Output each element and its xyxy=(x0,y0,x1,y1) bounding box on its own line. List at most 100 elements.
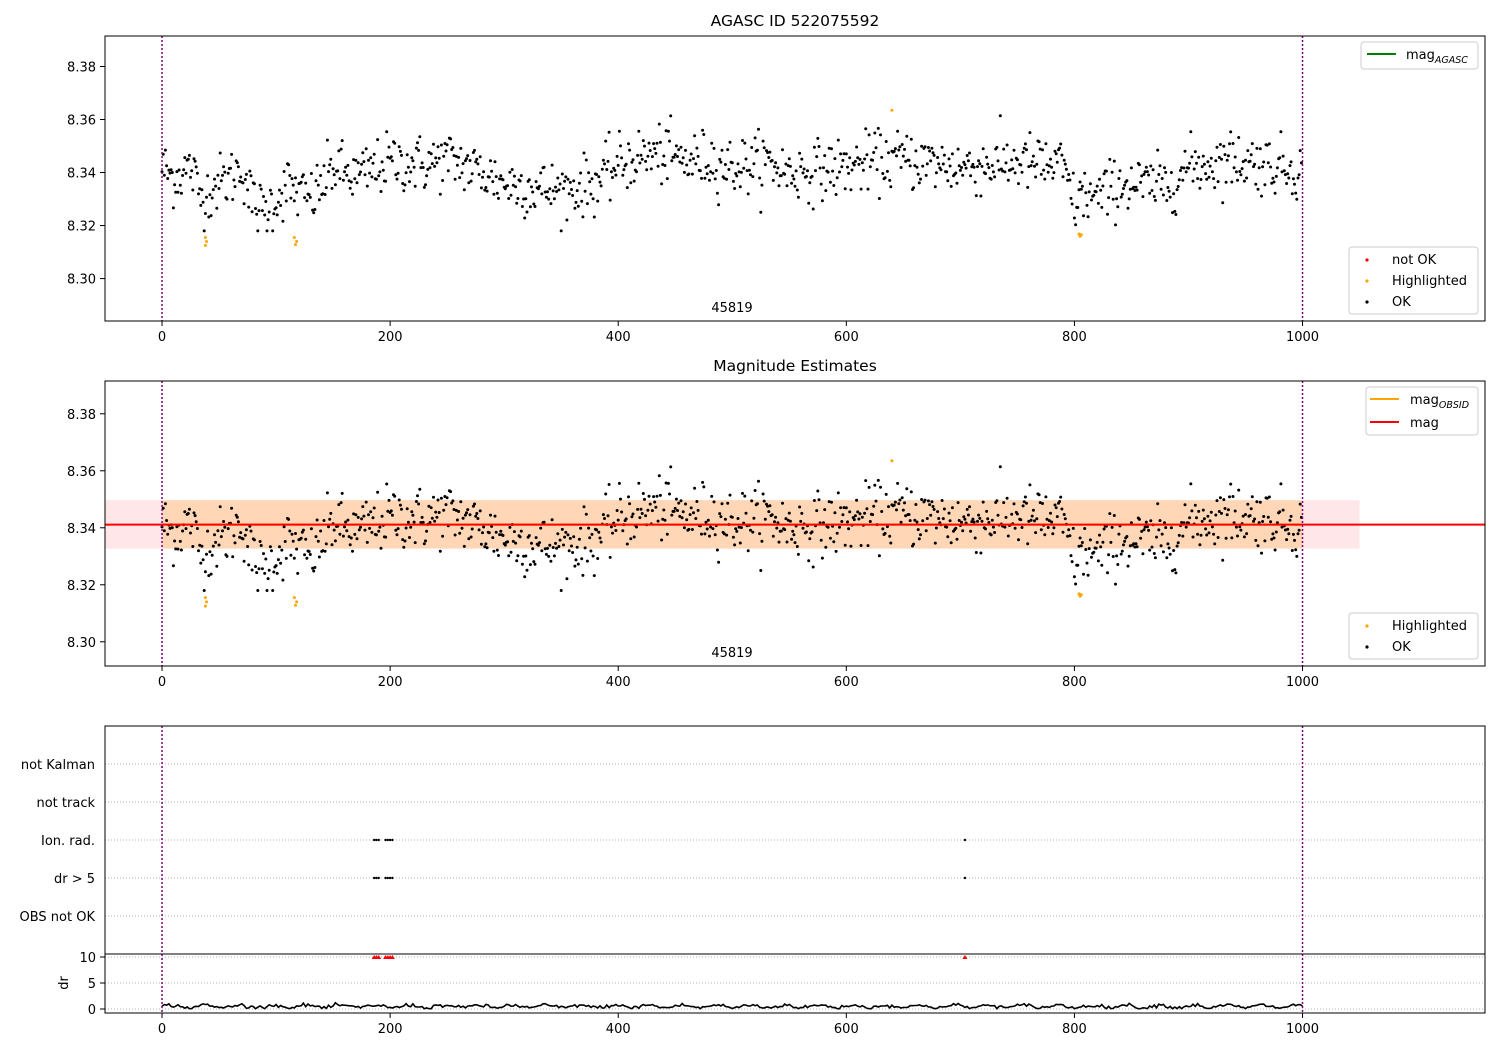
ok-point xyxy=(1041,502,1044,505)
ok-point xyxy=(961,529,965,533)
ok-point xyxy=(281,219,285,223)
ok-point xyxy=(737,170,741,174)
flag-point xyxy=(963,838,967,842)
ok-point xyxy=(256,589,260,592)
ok-point xyxy=(865,507,869,511)
panel2-legend-lines[interactable]: magOBSID mag xyxy=(1365,386,1479,436)
flag-point xyxy=(384,838,387,842)
ok-point xyxy=(1226,508,1230,512)
ok-point xyxy=(539,171,543,175)
ok-point xyxy=(337,149,341,153)
ok-point xyxy=(355,537,359,541)
ok-point xyxy=(987,166,991,170)
ok-point xyxy=(519,174,523,178)
ok-point xyxy=(551,546,555,549)
ok-point xyxy=(692,157,695,161)
ok-point xyxy=(1279,482,1283,486)
ok-point xyxy=(1190,155,1194,159)
ok-point xyxy=(231,555,235,559)
ok-point xyxy=(467,181,471,185)
ok-point xyxy=(518,179,522,183)
ok-point xyxy=(369,156,373,160)
ok-point xyxy=(1017,182,1020,186)
ok-point xyxy=(1088,182,1092,186)
ok-point xyxy=(895,154,898,158)
ok-point xyxy=(1098,177,1101,181)
flag-point xyxy=(963,876,967,880)
ok-point xyxy=(877,197,881,200)
ok-point xyxy=(1159,187,1163,191)
ok-point xyxy=(352,512,356,516)
panel1-title: AGASC ID 522075592 xyxy=(711,12,880,30)
ok-point xyxy=(413,541,417,545)
ok-point xyxy=(830,500,833,504)
ok-point xyxy=(712,146,716,150)
ok-point xyxy=(1172,549,1176,552)
ok-point xyxy=(411,159,415,163)
ok-point xyxy=(1222,498,1226,502)
ok-point xyxy=(1246,149,1250,153)
ok-point xyxy=(646,508,650,512)
ok-point xyxy=(1148,191,1152,195)
ok-point xyxy=(1231,495,1235,498)
panel2-legend-points[interactable]: Highlighted OK xyxy=(1348,612,1479,660)
ok-point xyxy=(746,192,750,196)
ok-point xyxy=(1280,170,1284,174)
ok-point xyxy=(1173,568,1177,572)
ok-point xyxy=(506,540,510,544)
ok-point xyxy=(589,192,593,196)
ok-point xyxy=(259,187,263,191)
ok-point xyxy=(770,159,774,162)
ok-point xyxy=(826,525,830,529)
ok-point xyxy=(692,511,695,515)
ok-point xyxy=(630,160,634,164)
ok-point xyxy=(758,176,762,180)
panel1-legend-points[interactable]: not OK Highlighted OK xyxy=(1348,246,1479,315)
ok-point xyxy=(215,206,219,210)
ok-point xyxy=(168,526,172,530)
ok-point xyxy=(961,173,965,177)
panel1-legend-lines[interactable]: magAGASC xyxy=(1360,41,1479,70)
ok-point xyxy=(815,155,819,159)
ok-point xyxy=(1250,495,1254,499)
ok-point xyxy=(514,185,518,189)
ok-point xyxy=(478,155,482,159)
ok-point xyxy=(1275,521,1279,525)
ok-point xyxy=(658,493,662,497)
ok-point xyxy=(1156,502,1160,506)
ok-point xyxy=(292,199,296,203)
ok-point xyxy=(1064,167,1068,171)
ok-point xyxy=(1108,157,1112,161)
ok-point xyxy=(457,510,461,513)
ok-point xyxy=(863,511,867,515)
ok-point xyxy=(795,545,799,548)
ok-point xyxy=(1188,516,1192,520)
ok-point xyxy=(1115,554,1119,558)
ok-point xyxy=(546,546,549,550)
ok-point xyxy=(743,141,747,145)
ok-point xyxy=(259,544,263,547)
ok-point xyxy=(414,146,418,150)
ok-point xyxy=(390,513,394,517)
ok-point xyxy=(1281,154,1285,158)
ok-point xyxy=(1053,149,1057,153)
ok-point xyxy=(957,164,961,168)
ok-point xyxy=(598,180,602,184)
ok-point xyxy=(353,532,357,536)
ok-point xyxy=(676,155,679,158)
ok-point xyxy=(1297,528,1301,532)
ok-point xyxy=(931,151,935,155)
ok-point xyxy=(926,499,930,503)
ok-point xyxy=(1012,502,1016,506)
ok-point xyxy=(734,527,738,531)
ok-point xyxy=(898,498,902,502)
ok-point xyxy=(1202,517,1206,521)
ok-point xyxy=(706,164,710,168)
flag-point xyxy=(375,838,378,842)
ok-point xyxy=(670,159,674,163)
ok-point xyxy=(356,161,360,165)
ok-point xyxy=(1150,189,1154,192)
ok-point xyxy=(872,504,876,508)
ok-point xyxy=(1122,543,1125,547)
ok-point xyxy=(925,517,929,520)
